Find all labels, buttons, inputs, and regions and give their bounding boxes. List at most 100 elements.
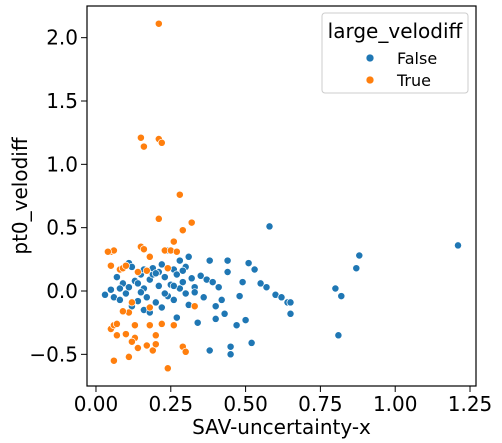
point-false-51	[220, 309, 229, 318]
point-false-65	[265, 222, 274, 231]
point-true-38	[169, 237, 178, 246]
point-true-44	[187, 218, 196, 227]
point-false-50	[217, 295, 226, 304]
point-true-48	[112, 331, 121, 340]
point-false-53	[223, 256, 232, 265]
point-false-74	[352, 264, 361, 273]
point-false-84	[133, 279, 142, 288]
legend-title: large_velodiff	[328, 19, 464, 43]
point-false-82	[178, 266, 187, 275]
points-layer	[101, 19, 462, 373]
point-false-34	[181, 289, 190, 298]
y-tick-label: 1.5	[46, 89, 78, 113]
x-tick-label: 1.25	[448, 392, 493, 416]
point-false-76	[454, 241, 462, 250]
point-true-11	[121, 330, 130, 339]
point-true-3	[103, 247, 112, 256]
point-true-7	[112, 319, 121, 328]
point-false-45	[205, 346, 214, 355]
y-tick-label: −0.5	[29, 342, 78, 366]
point-false-83	[190, 288, 199, 297]
point-true-24	[142, 341, 151, 350]
point-false-71	[331, 284, 340, 293]
point-true-27	[148, 346, 157, 355]
point-false-0	[101, 290, 109, 299]
point-false-30	[172, 313, 181, 322]
point-true-50	[169, 321, 178, 330]
point-false-72	[334, 331, 343, 340]
point-false-47	[211, 302, 220, 311]
x-axis-label: SAV-uncertainty-x	[192, 415, 371, 439]
point-false-85	[115, 284, 124, 293]
point-true-49	[118, 307, 127, 316]
point-true-30	[154, 214, 163, 223]
point-false-41	[196, 271, 205, 280]
point-false-24	[160, 273, 169, 282]
point-true-40	[175, 190, 184, 199]
point-false-69	[286, 309, 295, 318]
point-false-78	[136, 288, 145, 297]
point-true-32	[154, 19, 163, 28]
point-true-46	[127, 337, 136, 346]
point-false-33	[178, 278, 187, 287]
point-true-19	[136, 133, 145, 142]
point-false-23	[157, 303, 166, 312]
point-false-62	[250, 265, 259, 274]
legend-marker-true	[365, 75, 375, 85]
plot-frame	[86, 5, 477, 387]
point-true-12	[124, 352, 133, 361]
point-true-15	[130, 321, 139, 330]
y-tick-label: 2.0	[46, 26, 78, 50]
point-true-26	[145, 303, 154, 312]
point-false-4	[115, 295, 124, 304]
point-true-21	[139, 245, 148, 254]
point-true-23	[142, 266, 151, 275]
y-tick-label: 1.0	[46, 152, 78, 176]
point-false-56	[232, 321, 241, 330]
point-false-63	[256, 279, 265, 288]
point-true-18	[133, 268, 142, 276]
y-tick-label: 0.0	[46, 279, 78, 303]
point-false-22	[154, 281, 163, 290]
y-axis: −0.5 0.0 0.5 1.0 1.5 2.0	[29, 26, 87, 366]
point-false-87	[160, 289, 169, 298]
point-false-59	[241, 316, 250, 325]
point-true-34	[157, 319, 166, 328]
point-false-81	[172, 270, 181, 279]
point-true-17	[133, 344, 142, 352]
point-false-3	[112, 273, 121, 282]
point-false-42	[199, 293, 208, 302]
point-false-58	[238, 278, 247, 287]
x-axis: 0.00 0.25 0.50 0.75 1.00 1.25	[74, 386, 493, 416]
point-true-25	[145, 321, 154, 330]
point-false-38	[187, 274, 196, 283]
point-false-6	[121, 289, 130, 298]
point-true-42	[178, 226, 187, 235]
legend-box	[321, 12, 469, 94]
legend-label-false: False	[397, 49, 437, 68]
point-true-28	[151, 331, 160, 340]
point-false-29	[169, 295, 178, 304]
y-tick-label: 0.5	[46, 216, 78, 240]
point-true-33	[157, 138, 166, 147]
x-tick-label: 0.50	[223, 392, 268, 416]
point-true-36	[163, 364, 172, 373]
point-false-49	[214, 283, 223, 292]
point-true-51	[163, 264, 172, 273]
point-true-47	[145, 252, 154, 261]
point-false-57	[235, 292, 244, 301]
point-true-39	[172, 247, 181, 256]
point-false-86	[151, 269, 160, 278]
point-false-40	[193, 318, 202, 327]
point-false-16	[142, 293, 151, 302]
x-tick-label: 1.00	[373, 392, 418, 416]
point-false-60	[244, 259, 253, 268]
point-false-88	[169, 281, 178, 290]
legend: large_velodiff False True	[321, 12, 469, 94]
point-false-67	[277, 293, 286, 302]
point-false-20	[151, 298, 160, 307]
point-false-36	[184, 252, 193, 261]
point-false-61	[247, 338, 256, 347]
point-true-45	[190, 302, 199, 311]
